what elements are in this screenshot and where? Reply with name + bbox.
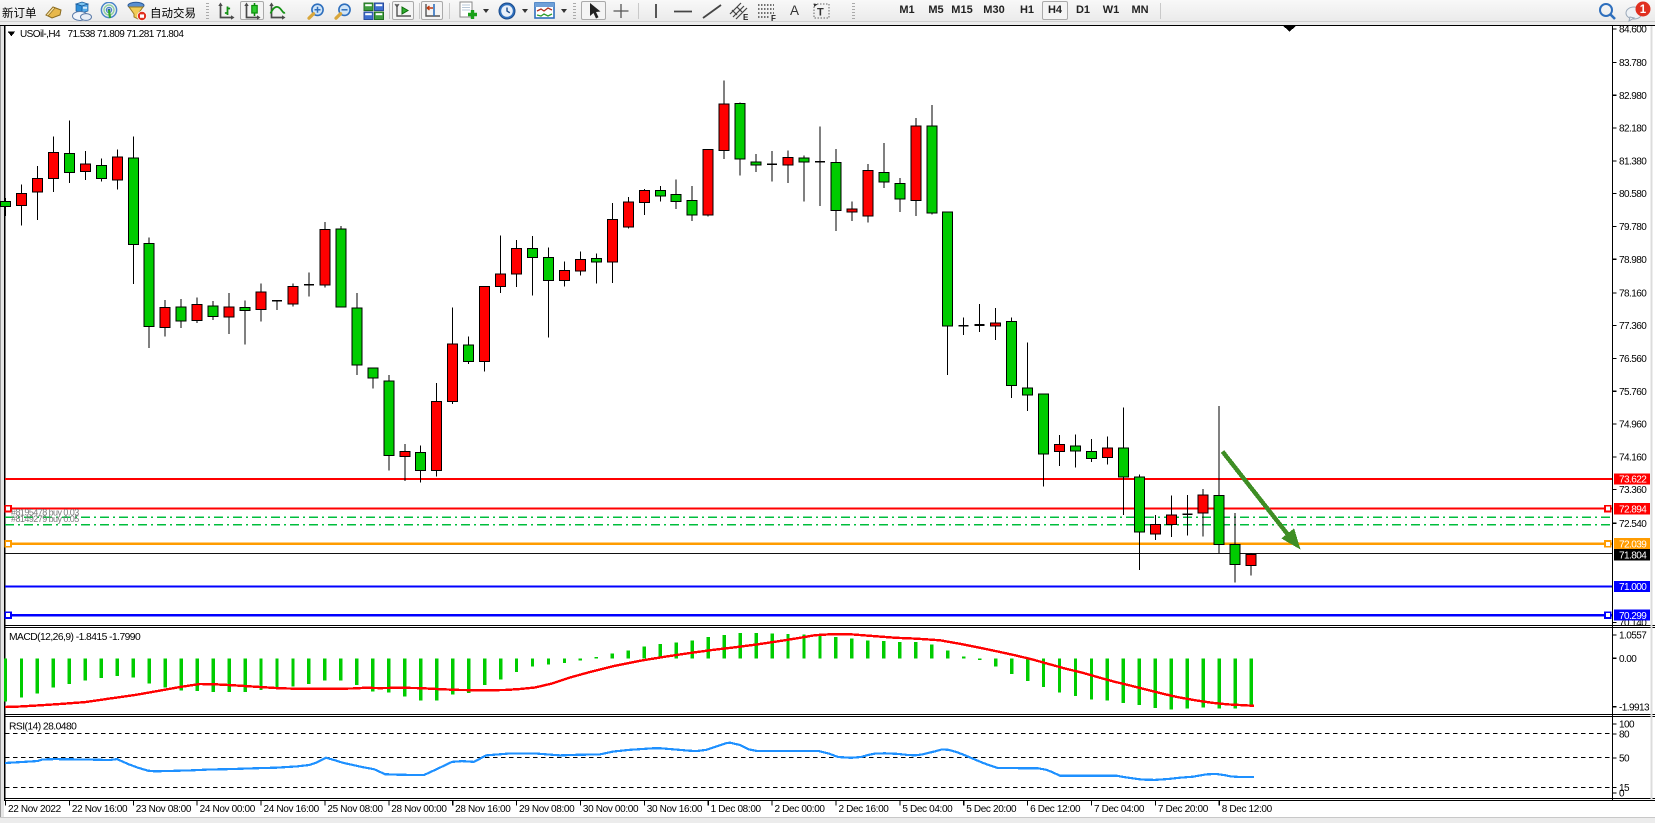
svg-text:76.560: 76.560 <box>1619 354 1647 365</box>
svg-text:2 Dec 00:00: 2 Dec 00:00 <box>775 804 826 815</box>
svg-text:MACD(12,26,9) -1.8415 -1.7990: MACD(12,26,9) -1.8415 -1.7990 <box>9 632 141 643</box>
svg-text:74.160: 74.160 <box>1619 452 1647 463</box>
svg-text:30 Nov 16:00: 30 Nov 16:00 <box>647 804 703 815</box>
svg-text:15: 15 <box>1619 783 1630 794</box>
svg-text:#8195478 buy 0.03: #8195478 buy 0.03 <box>11 508 79 518</box>
svg-text:T: T <box>817 7 824 19</box>
svg-text:2 Dec 16:00: 2 Dec 16:00 <box>838 804 889 815</box>
svg-text:5 Dec 20:00: 5 Dec 20:00 <box>966 804 1017 815</box>
svg-text:72.540: 72.540 <box>1619 519 1647 530</box>
svg-text:82.180: 82.180 <box>1619 124 1647 135</box>
svg-text:0.00: 0.00 <box>1619 654 1637 665</box>
svg-text:8 Dec 12:00: 8 Dec 12:00 <box>1222 804 1273 815</box>
svg-text:72.894: 72.894 <box>1619 504 1647 515</box>
svg-text:70.299: 70.299 <box>1619 611 1647 622</box>
svg-text:83.780: 83.780 <box>1619 58 1647 69</box>
svg-text:E: E <box>743 13 749 21</box>
svg-text:6 Dec 12:00: 6 Dec 12:00 <box>1030 804 1081 815</box>
svg-text:22 Nov 16:00: 22 Nov 16:00 <box>72 804 128 815</box>
svg-text:79.780: 79.780 <box>1619 222 1647 233</box>
svg-text:5 Dec 04:00: 5 Dec 04:00 <box>902 804 953 815</box>
svg-text:84.600: 84.600 <box>1619 24 1647 35</box>
svg-text:28 Nov 00:00: 28 Nov 00:00 <box>391 804 447 815</box>
svg-text:1 Dec 08:00: 1 Dec 08:00 <box>711 804 762 815</box>
svg-text:22 Nov 2022: 22 Nov 2022 <box>8 804 62 815</box>
svg-text:#8149279 buy 0.05: #8149279 buy 0.05 <box>11 514 79 524</box>
svg-text:77.360: 77.360 <box>1619 321 1647 332</box>
svg-text:29 Nov 08:00: 29 Nov 08:00 <box>519 804 575 815</box>
svg-text:73.360: 73.360 <box>1619 485 1647 496</box>
svg-text:71.804: 71.804 <box>1619 551 1647 562</box>
svg-text:73.622: 73.622 <box>1619 475 1647 486</box>
svg-text:1.0557: 1.0557 <box>1619 630 1647 641</box>
svg-text:81.380: 81.380 <box>1619 156 1647 167</box>
svg-text:78.980: 78.980 <box>1619 255 1647 266</box>
svg-text:RSI(14) 28.0480: RSI(14) 28.0480 <box>9 722 77 733</box>
svg-text:72.039: 72.039 <box>1619 540 1647 551</box>
svg-text:24 Nov 16:00: 24 Nov 16:00 <box>264 804 320 815</box>
svg-text:28 Nov 16:00: 28 Nov 16:00 <box>455 804 511 815</box>
svg-text:80.580: 80.580 <box>1619 189 1647 200</box>
svg-text:71.000: 71.000 <box>1619 582 1647 593</box>
svg-text:0: 0 <box>1619 789 1625 800</box>
svg-text:7 Dec 04:00: 7 Dec 04:00 <box>1094 804 1145 815</box>
svg-text:82.980: 82.980 <box>1619 91 1647 102</box>
svg-text:-1.9913: -1.9913 <box>1619 702 1650 713</box>
svg-text:71.538 71.809 71.281 71.804: 71.538 71.809 71.281 71.804 <box>68 29 185 40</box>
svg-text:7 Dec 20:00: 7 Dec 20:00 <box>1158 804 1209 815</box>
svg-text:100: 100 <box>1619 720 1635 731</box>
svg-text:75.760: 75.760 <box>1619 387 1647 398</box>
svg-text:70.140: 70.140 <box>1619 618 1647 629</box>
svg-text:USOil-,H4: USOil-,H4 <box>20 29 61 40</box>
svg-text:25 Nov 08:00: 25 Nov 08:00 <box>327 804 383 815</box>
svg-text:30 Nov 00:00: 30 Nov 00:00 <box>583 804 639 815</box>
svg-text:74.960: 74.960 <box>1619 420 1647 431</box>
svg-text:78.160: 78.160 <box>1619 288 1647 299</box>
svg-text:F: F <box>771 14 776 21</box>
svg-text:80: 80 <box>1619 730 1630 741</box>
svg-text:23 Nov 08:00: 23 Nov 08:00 <box>136 804 192 815</box>
svg-text:1: 1 <box>1640 4 1647 16</box>
svg-text:50: 50 <box>1619 754 1630 765</box>
svg-text:24 Nov 00:00: 24 Nov 00:00 <box>200 804 256 815</box>
